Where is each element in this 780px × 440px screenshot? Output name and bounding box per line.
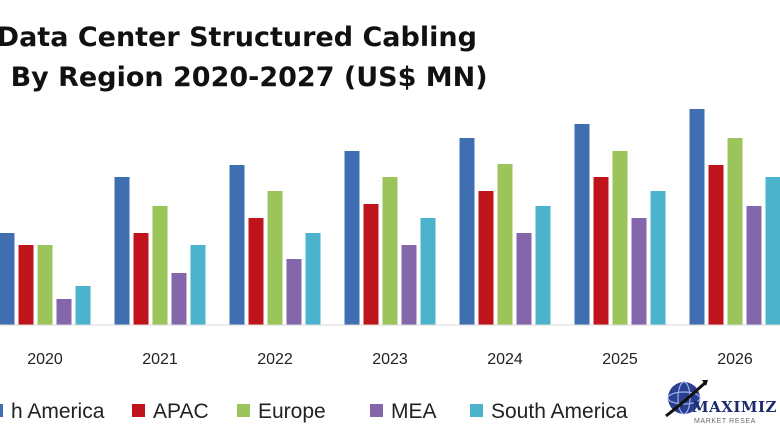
bar-2024-h-america (459, 138, 475, 325)
bar-2024-mea (516, 233, 532, 325)
x-tick-label-2020: 2020 (27, 351, 63, 368)
legend-swatch-h-america (0, 404, 3, 417)
bar-2024-south-america (535, 206, 551, 325)
bars-group (0, 109, 780, 325)
chart-title: l Data Center Structured Cabling t, By R… (0, 18, 598, 98)
bar-2020-south-america (75, 286, 91, 325)
x-tick-label-2021: 2021 (142, 351, 178, 368)
bar-2022-mea (286, 259, 302, 325)
bar-2021-mea (171, 273, 187, 325)
globe-icon (665, 380, 708, 418)
bar-2021-europe (152, 206, 168, 325)
legend: h America APAC Europe MEA South America (0, 400, 628, 423)
x-tick-label-2023: 2023 (372, 351, 408, 368)
chart-title-line-1: l Data Center Structured Cabling (0, 22, 477, 53)
bar-2020-europe (37, 245, 53, 325)
bar-2023-europe (382, 177, 398, 325)
logo-subtitle: MARKET RESEA (694, 418, 756, 425)
x-tick-label-2025: 2025 (602, 351, 638, 368)
legend-label-mea: MEA (391, 400, 437, 423)
bar-2025-h-america (574, 124, 590, 325)
maximize-logo (662, 372, 780, 432)
bar-2025-mea (631, 218, 647, 325)
bar-2025-south-america (650, 191, 666, 325)
bar-2025-europe (612, 151, 628, 325)
legend-swatch-south-america (470, 404, 483, 417)
bar-2024-europe (497, 164, 513, 325)
bar-2022-h-america (229, 165, 245, 325)
legend-swatch-europe (237, 404, 250, 417)
chart-title-line-2: t, By Region 2020-2027 (US$ MN) (0, 62, 488, 93)
bar-2021-apac (133, 233, 149, 325)
bar-2026-mea (746, 206, 762, 325)
bar-2022-south-america (305, 233, 321, 325)
bar-2020-mea (56, 299, 72, 325)
bar-2022-apac (248, 218, 264, 325)
bar-2023-apac (363, 204, 379, 325)
bar-2026-h-america (689, 109, 705, 325)
x-tick-labels: 2020 2021 2022 2023 2024 2025 2026 (27, 351, 753, 368)
bar-2024-apac (478, 191, 494, 325)
bar-2020-apac (18, 245, 34, 325)
legend-label-h-america: h America (11, 400, 105, 423)
legend-label-south-america: South America (491, 400, 628, 423)
bar-2020-h-america (0, 233, 15, 325)
bar-2026-south-america (765, 177, 780, 325)
bar-2021-south-america (190, 245, 206, 325)
x-tick-label-2022: 2022 (257, 351, 293, 368)
bar-2026-europe (727, 138, 743, 325)
bar-2026-apac (708, 165, 724, 325)
bar-2023-south-america (420, 218, 436, 325)
logo-wordmark: MAXIMIZ (692, 398, 777, 416)
x-tick-label-2024: 2024 (487, 351, 523, 368)
bar-2023-h-america (344, 151, 360, 325)
bar-2021-h-america (114, 177, 130, 325)
legend-label-apac: APAC (153, 400, 209, 423)
x-tick-label-2026: 2026 (717, 351, 753, 368)
legend-swatch-apac (132, 404, 145, 417)
legend-swatch-mea (370, 404, 383, 417)
bar-2023-mea (401, 245, 417, 325)
bar-2022-europe (267, 191, 283, 325)
legend-label-europe: Europe (258, 400, 326, 423)
bar-2025-apac (593, 177, 609, 325)
